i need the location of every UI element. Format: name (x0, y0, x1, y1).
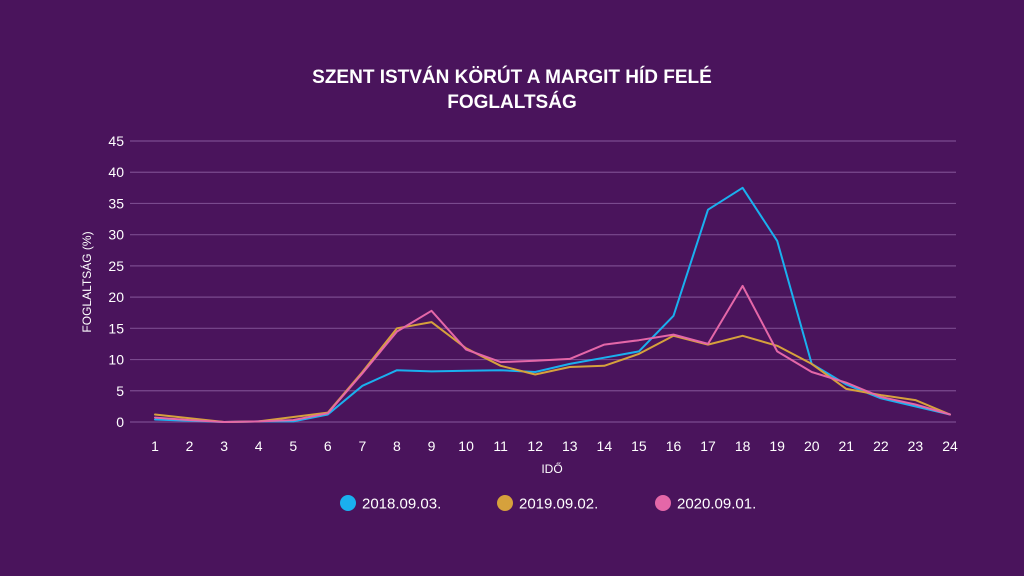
chart-title: SZENT ISTVÁN KÖRÚT A MARGIT HÍD FELÉ (312, 66, 712, 88)
legend-marker (340, 495, 356, 511)
x-tick-label: 3 (220, 438, 228, 454)
y-axis-ticks: 0 5 10 15 20 25 30 35 40 45 (108, 133, 124, 430)
series-line (154, 186, 951, 423)
x-tick-label: 14 (597, 438, 613, 454)
legend-label: 2019.09.02. (519, 496, 598, 513)
gridlines (130, 140, 956, 423)
x-tick-label: 18 (735, 438, 751, 454)
series-line (154, 284, 951, 423)
legend-marker (497, 495, 513, 511)
legend-label: 2020.09.01. (677, 496, 756, 513)
x-tick-label: 8 (393, 438, 401, 454)
x-tick-label: 16 (666, 438, 682, 454)
x-tick-label: 21 (839, 438, 855, 454)
legend: 2018.09.03. 2019.09.02. 2020.09.01. (340, 495, 756, 513)
x-tick-label: 20 (804, 438, 820, 454)
x-tick-label: 9 (428, 438, 436, 454)
x-tick-label: 17 (700, 438, 716, 454)
series-line (154, 321, 951, 423)
y-tick-label: 10 (108, 352, 124, 368)
x-tick-label: 2 (186, 438, 194, 454)
x-tick-label: 5 (289, 438, 297, 454)
x-axis-title: IDŐ (541, 461, 562, 476)
x-tick-label: 11 (493, 438, 508, 454)
x-tick-label: 23 (908, 438, 924, 454)
legend-label: 2018.09.03. (362, 496, 441, 513)
y-tick-label: 25 (108, 258, 124, 274)
y-tick-label: 0 (116, 414, 124, 430)
x-tick-label: 4 (255, 438, 263, 454)
y-tick-label: 40 (108, 164, 124, 180)
x-tick-label: 22 (873, 438, 889, 454)
x-tick-label: 19 (769, 438, 785, 454)
x-tick-label: 15 (631, 438, 647, 454)
x-tick-label: 10 (458, 438, 474, 454)
y-tick-label: 5 (116, 383, 124, 399)
x-tick-label: 1 (151, 438, 159, 454)
y-tick-label: 15 (108, 320, 124, 336)
y-tick-label: 35 (108, 195, 124, 211)
chart-subtitle: FOGLALTSÁG (447, 91, 576, 113)
legend-marker (655, 495, 671, 511)
y-tick-label: 45 (108, 133, 124, 149)
series-lines (154, 186, 951, 423)
x-tick-label: 13 (562, 438, 578, 454)
x-tick-label: 12 (527, 438, 543, 454)
y-tick-label: 30 (108, 227, 124, 243)
x-tick-label: 6 (324, 438, 332, 454)
x-axis-ticks: 1 2 3 4 5 6 7 8 9 10 11 12 13 14 15 16 17 18 19 20 21 22 23 24 (151, 438, 958, 454)
y-axis-title: FOGLALTSÁG (%) (79, 231, 94, 332)
x-tick-label: 7 (358, 438, 366, 454)
y-tick-label: 20 (108, 289, 124, 305)
x-tick-label: 24 (942, 438, 958, 454)
